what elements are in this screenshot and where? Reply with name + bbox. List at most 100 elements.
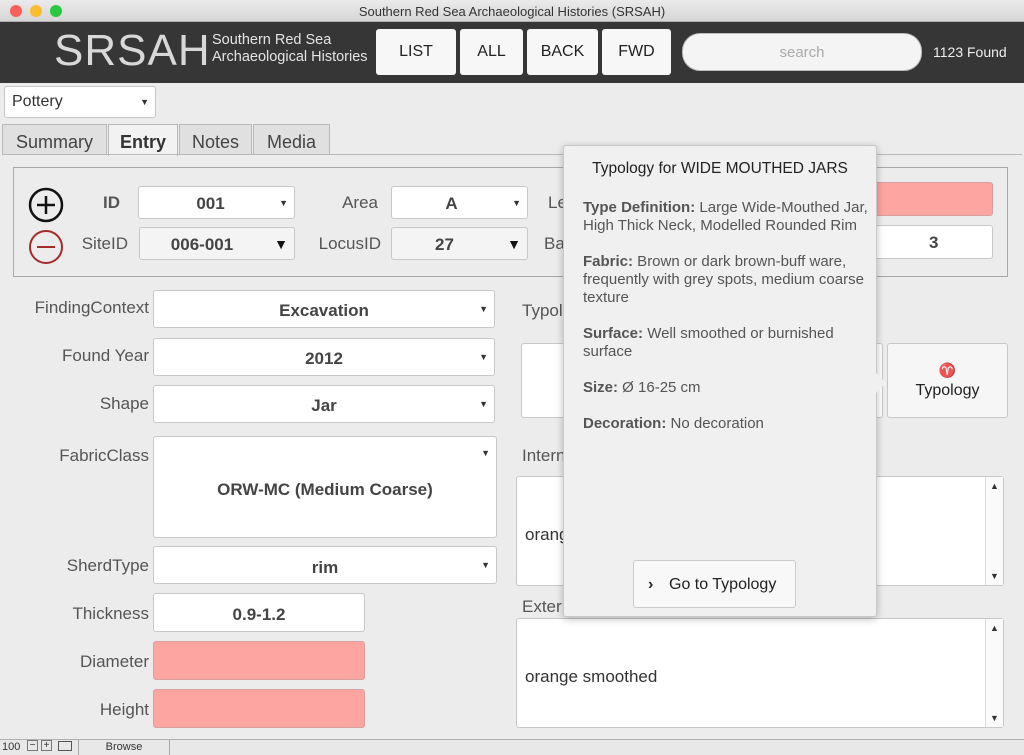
surface-description: Surface: Well smoothed or burnished surf… — [583, 325, 868, 361]
level-label: Le — [548, 193, 567, 212]
surface-label: Surface: — [583, 325, 644, 342]
area-label: Area — [342, 193, 378, 212]
chevron-down-icon: ▼ — [479, 399, 488, 409]
shape-value: Jar — [311, 396, 337, 415]
thickness-value: 0.9-1.2 — [232, 605, 286, 624]
typology-label: Typol — [522, 301, 563, 320]
tab-notes[interactable]: Notes — [179, 124, 252, 155]
window-title: Southern Red Sea Archaeological Historie… — [358, 4, 666, 19]
layout-select[interactable]: Pottery ▼ — [4, 86, 156, 118]
popover-title: Typology for WIDE MOUTHED JARS — [592, 160, 848, 177]
go-to-typology-button[interactable]: › Go to Typology — [633, 560, 796, 608]
tab-media[interactable]: Media — [253, 124, 330, 155]
chevron-down-icon: ▼ — [140, 97, 149, 107]
decoration-label: Decoration: — [583, 415, 667, 432]
go-to-typology-label: Go to Typology — [669, 576, 777, 593]
zoom-window-button[interactable] — [50, 5, 62, 17]
siteid-label: SiteID — [81, 234, 128, 253]
chevron-down-icon: ▼ — [479, 304, 488, 314]
fwd-button[interactable]: FWD — [602, 29, 671, 75]
all-button[interactable]: ALL — [460, 29, 523, 75]
typology-popover: Typology for WIDE MOUTHED JARS Type Defi… — [563, 145, 877, 617]
sherd-type-value: rim — [311, 558, 339, 577]
typology-button-label: Typology — [915, 382, 980, 399]
chevron-down-icon: ▼ — [279, 197, 288, 208]
thickness-label: Thickness — [72, 604, 149, 623]
list-button[interactable]: LIST — [376, 29, 456, 75]
external-surface-value: orange smoothed — [525, 667, 658, 686]
fabric-text: Brown or dark brown-buff ware, frequentl… — [583, 253, 864, 306]
diameter-label: Diameter — [80, 652, 149, 671]
scroll-up-icon[interactable]: ▲ — [990, 623, 999, 633]
found-count: 1123 Found — [933, 44, 1007, 60]
siteid-field[interactable]: 006-001 ▼ — [139, 227, 295, 260]
area-field[interactable]: A ▼ — [391, 186, 528, 219]
basket-field[interactable]: 3 — [868, 225, 993, 259]
locusid-field[interactable]: 27 ▼ — [391, 227, 528, 260]
chevron-down-icon: ▼ — [512, 197, 521, 208]
tab-summary[interactable]: Summary — [2, 124, 107, 155]
layout-select-value: Pottery — [12, 93, 63, 110]
level-field[interactable] — [868, 182, 993, 216]
sherd-type-label: SherdType — [66, 556, 149, 575]
found-year-select[interactable]: 2012 ▼ — [153, 338, 495, 376]
chevron-down-icon: ▼ — [274, 235, 288, 252]
typology-button[interactable]: ♈ Typology — [887, 343, 1008, 418]
shape-select[interactable]: Jar ▼ — [153, 385, 495, 423]
found-year-label: Found Year — [62, 346, 149, 365]
finding-context-label: FindingContext — [34, 298, 149, 317]
fabric-class-value: ORW-MC (Medium Coarse) — [217, 480, 433, 499]
id-field[interactable]: 001 ▼ — [138, 186, 295, 219]
zoom-out-icon[interactable]: − — [27, 740, 38, 751]
status-bar: 100 − + Browse — [0, 739, 1024, 755]
height-field[interactable] — [153, 689, 365, 728]
external-scrollbar[interactable]: ▲ ▼ — [985, 619, 1003, 727]
internal-surface-value: orang — [525, 525, 569, 544]
window-titlebar: Southern Red Sea Archaeological Historie… — [0, 0, 1024, 22]
typology-icon: ♈ — [938, 362, 957, 378]
id-label: ID — [103, 193, 120, 212]
sherd-type-select[interactable]: rim ▼ — [153, 546, 497, 584]
delete-record-icon[interactable] — [28, 229, 64, 265]
area-value: A — [445, 194, 458, 213]
scroll-up-icon[interactable]: ▲ — [990, 481, 999, 491]
finding-context-select[interactable]: Excavation ▼ — [153, 290, 495, 328]
finding-context-value: Excavation — [279, 301, 369, 320]
scroll-down-icon[interactable]: ▼ — [990, 713, 999, 723]
zoom-in-icon[interactable]: + — [41, 740, 52, 751]
popover-content: Type Definition: Large Wide-Mouthed Jar,… — [583, 199, 868, 433]
fabric-description: Fabric: Brown or dark brown-buff ware, f… — [583, 253, 868, 307]
chevron-down-icon: ▼ — [479, 352, 488, 362]
chevron-down-icon: ▼ — [481, 560, 490, 570]
chevron-down-icon: ▼ — [481, 448, 490, 458]
type-definition-label: Type Definition: — [583, 199, 696, 216]
internal-scrollbar[interactable]: ▲ ▼ — [985, 477, 1003, 585]
zoom-level[interactable]: 100 — [2, 741, 21, 753]
scroll-down-icon[interactable]: ▼ — [990, 571, 999, 581]
chevron-right-icon: › — [648, 576, 654, 593]
toolbar-toggle-icon[interactable] — [58, 741, 72, 751]
tab-panel — [2, 154, 1022, 739]
external-surface-field[interactable]: orange smoothed ▲ ▼ — [516, 618, 1004, 728]
decoration-description: Decoration: No decoration — [583, 415, 868, 433]
add-record-icon[interactable] — [28, 187, 64, 223]
tab-entry[interactable]: Entry — [108, 124, 178, 156]
height-label: Height — [99, 700, 149, 719]
found-year-value: 2012 — [305, 349, 343, 368]
type-definition-text: Large Wide-Mouthed Jar, High Thick Neck,… — [583, 199, 868, 234]
external-surface-label: Exter — [522, 597, 562, 616]
basket-label: Ba — [544, 234, 565, 253]
size-description: Size: Ø 16-25 cm — [583, 379, 868, 397]
thickness-field[interactable]: 0.9-1.2 — [153, 593, 365, 632]
decoration-text: No decoration — [666, 415, 764, 432]
back-button[interactable]: BACK — [527, 29, 598, 75]
close-window-button[interactable] — [10, 5, 22, 17]
minimize-window-button[interactable] — [30, 5, 42, 17]
search-input[interactable]: search — [682, 33, 922, 71]
mode-indicator[interactable]: Browse — [78, 740, 170, 755]
fabric-class-select[interactable]: ORW-MC (Medium Coarse) ▼ — [153, 436, 497, 538]
fabric-label: Fabric: — [583, 253, 634, 270]
subtitle-line-2: Archaeological Histories — [212, 49, 368, 65]
subtitle-line-1: Southern Red Sea — [212, 32, 332, 48]
diameter-field[interactable] — [153, 641, 365, 680]
